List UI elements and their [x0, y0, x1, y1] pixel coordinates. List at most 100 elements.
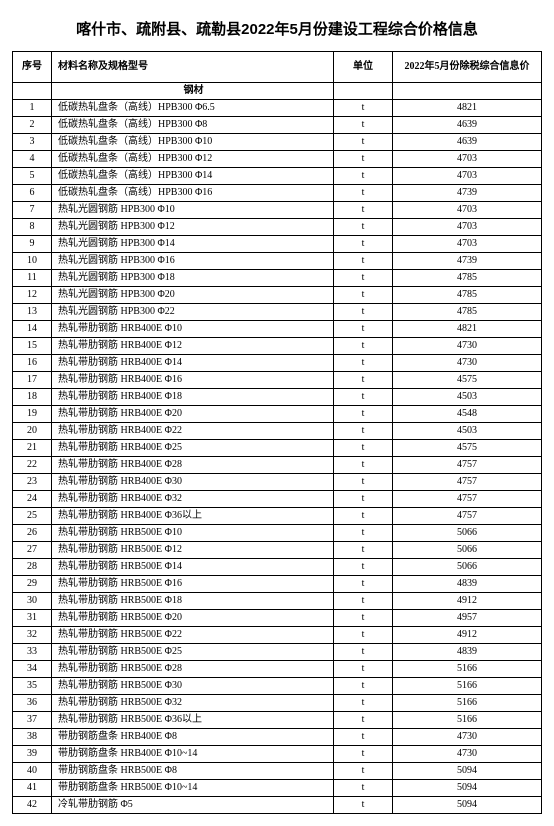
cell-price: 4703	[393, 219, 542, 236]
cell-price: 4821	[393, 321, 542, 338]
cell-price: 4703	[393, 168, 542, 185]
table-row: 16热轧带肋钢筋 HRB400E Φ14t4730	[13, 355, 542, 372]
cell-seq: 7	[13, 202, 52, 219]
cell-seq: 18	[13, 389, 52, 406]
cell-price: 5166	[393, 695, 542, 712]
cell-name: 热轧带肋钢筋 HRB500E Φ10	[52, 525, 334, 542]
cell-name: 热轧带肋钢筋 HRB400E Φ25	[52, 440, 334, 457]
cell-name: 热轧光圆钢筋 HPB300 Φ16	[52, 253, 334, 270]
table-row: 18热轧带肋钢筋 HRB400E Φ18t4503	[13, 389, 542, 406]
cell-name: 低碳热轧盘条（高线）HPB300 Φ14	[52, 168, 334, 185]
cell-price: 4785	[393, 304, 542, 321]
cell-price: 4639	[393, 117, 542, 134]
cell-unit: t	[334, 712, 393, 729]
cell-unit: t	[334, 406, 393, 423]
cell-name: 热轧光圆钢筋 HPB300 Φ20	[52, 287, 334, 304]
cell-seq: 22	[13, 457, 52, 474]
table-row: 39带肋钢筋盘条 HRB400E Φ10~14t4730	[13, 746, 542, 763]
cell-name: 带肋钢筋盘条 HRB500E Φ10~14	[52, 780, 334, 797]
cell-price: 5066	[393, 525, 542, 542]
header-row: 序号 材料名称及规格型号 单位 2022年5月份除税综合信息价	[13, 52, 542, 83]
cell-name: 热轧光圆钢筋 HPB300 Φ22	[52, 304, 334, 321]
cell-seq: 34	[13, 661, 52, 678]
cell-seq: 1	[13, 100, 52, 117]
cell-price: 4503	[393, 389, 542, 406]
cell-name: 热轧带肋钢筋 HRB400E Φ36以上	[52, 508, 334, 525]
cell-name: 热轧带肋钢筋 HRB400E Φ10	[52, 321, 334, 338]
cell-name: 热轧带肋钢筋 HRB500E Φ18	[52, 593, 334, 610]
cell-price: 4503	[393, 423, 542, 440]
cell-seq: 24	[13, 491, 52, 508]
col-name-header: 材料名称及规格型号	[52, 52, 334, 83]
cell-unit: t	[334, 593, 393, 610]
cell-price: 5166	[393, 712, 542, 729]
cell-price: 4730	[393, 746, 542, 763]
cell-unit: t	[334, 168, 393, 185]
cell-unit: t	[334, 797, 393, 814]
table-row: 15热轧带肋钢筋 HRB400E Φ12t4730	[13, 338, 542, 355]
table-row: 1低碳热轧盘条（高线）HPB300 Φ6.5t4821	[13, 100, 542, 117]
cell-price: 4575	[393, 440, 542, 457]
cell-seq: 21	[13, 440, 52, 457]
cell-unit: t	[334, 134, 393, 151]
cell-name: 热轧带肋钢筋 HRB400E Φ20	[52, 406, 334, 423]
cell-price: 4575	[393, 372, 542, 389]
table-row: 32热轧带肋钢筋 HRB500E Φ22t4912	[13, 627, 542, 644]
cell-price: 4703	[393, 236, 542, 253]
cell-price: 4757	[393, 491, 542, 508]
cell-seq: 32	[13, 627, 52, 644]
cell-seq: 6	[13, 185, 52, 202]
table-row: 23热轧带肋钢筋 HRB400E Φ30t4757	[13, 474, 542, 491]
cell-price: 5094	[393, 763, 542, 780]
table-row: 28热轧带肋钢筋 HRB500E Φ14t5066	[13, 559, 542, 576]
cell-seq: 37	[13, 712, 52, 729]
cell-unit: t	[334, 457, 393, 474]
cell-seq: 14	[13, 321, 52, 338]
cell-unit: t	[334, 423, 393, 440]
cell-unit: t	[334, 287, 393, 304]
cell-unit: t	[334, 253, 393, 270]
cell-price: 4730	[393, 355, 542, 372]
col-unit-header: 单位	[334, 52, 393, 83]
table-row: 36热轧带肋钢筋 HRB500E Φ32t5166	[13, 695, 542, 712]
cell-price: 4739	[393, 253, 542, 270]
cell-seq: 33	[13, 644, 52, 661]
table-row: 25热轧带肋钢筋 HRB400E Φ36以上t4757	[13, 508, 542, 525]
cell-price: 4730	[393, 729, 542, 746]
cell-name: 热轧带肋钢筋 HRB400E Φ32	[52, 491, 334, 508]
cell-name: 热轧带肋钢筋 HRB500E Φ12	[52, 542, 334, 559]
cell-name: 热轧带肋钢筋 HRB400E Φ14	[52, 355, 334, 372]
cell-price: 4703	[393, 202, 542, 219]
cell-seq: 10	[13, 253, 52, 270]
table-row: 24热轧带肋钢筋 HRB400E Φ32t4757	[13, 491, 542, 508]
cell-seq: 23	[13, 474, 52, 491]
cell-unit: t	[334, 185, 393, 202]
cell-unit: t	[334, 780, 393, 797]
cell-seq: 27	[13, 542, 52, 559]
cell-name: 冷轧带肋钢筋 Φ5	[52, 797, 334, 814]
table-row: 11热轧光圆钢筋 HPB300 Φ18t4785	[13, 270, 542, 287]
cell-unit: t	[334, 695, 393, 712]
cell-name: 热轧带肋钢筋 HRB500E Φ32	[52, 695, 334, 712]
cell-seq: 9	[13, 236, 52, 253]
table-row: 26热轧带肋钢筋 HRB500E Φ10t5066	[13, 525, 542, 542]
cell-seq: 4	[13, 151, 52, 168]
cell-name: 低碳热轧盘条（高线）HPB300 Φ16	[52, 185, 334, 202]
cell-seq: 13	[13, 304, 52, 321]
cell-unit: t	[334, 270, 393, 287]
cell-name: 热轧带肋钢筋 HRB500E Φ30	[52, 678, 334, 695]
cell-seq: 31	[13, 610, 52, 627]
cell-seq: 15	[13, 338, 52, 355]
cell-price: 5094	[393, 797, 542, 814]
table-row: 10热轧光圆钢筋 HPB300 Φ16t4739	[13, 253, 542, 270]
cell-name: 低碳热轧盘条（高线）HPB300 Φ8	[52, 117, 334, 134]
cell-seq: 20	[13, 423, 52, 440]
cell-unit: t	[334, 372, 393, 389]
table-row: 13热轧光圆钢筋 HPB300 Φ22t4785	[13, 304, 542, 321]
cell-seq: 39	[13, 746, 52, 763]
cell-unit: t	[334, 321, 393, 338]
cell-seq: 12	[13, 287, 52, 304]
table-row: 19热轧带肋钢筋 HRB400E Φ20t4548	[13, 406, 542, 423]
cell-unit: t	[334, 100, 393, 117]
table-row: 4低碳热轧盘条（高线）HPB300 Φ12t4703	[13, 151, 542, 168]
